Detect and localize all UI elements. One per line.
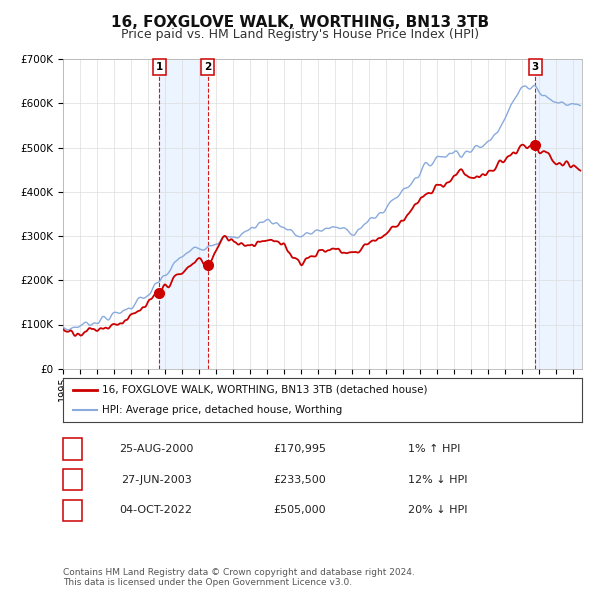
Text: 3: 3 [532, 62, 539, 72]
Text: £233,500: £233,500 [274, 475, 326, 484]
Text: 25-AUG-2000: 25-AUG-2000 [119, 444, 193, 454]
Text: 3: 3 [69, 506, 76, 515]
Text: 27-JUN-2003: 27-JUN-2003 [121, 475, 191, 484]
Bar [535, 59, 582, 369]
Text: Price paid vs. HM Land Registry's House Price Index (HPI): Price paid vs. HM Land Registry's House … [121, 28, 479, 41]
Text: £505,000: £505,000 [274, 506, 326, 515]
Text: 2: 2 [69, 475, 76, 484]
Text: 2: 2 [204, 62, 211, 72]
Text: HPI: Average price, detached house, Worthing: HPI: Average price, detached house, Wort… [102, 405, 342, 415]
Text: £170,995: £170,995 [274, 444, 326, 454]
Text: 1: 1 [69, 444, 76, 454]
Text: 12% ↓ HPI: 12% ↓ HPI [408, 475, 467, 484]
Text: Contains HM Land Registry data © Crown copyright and database right 2024.
This d: Contains HM Land Registry data © Crown c… [63, 568, 415, 587]
Text: 16, FOXGLOVE WALK, WORTHING, BN13 3TB: 16, FOXGLOVE WALK, WORTHING, BN13 3TB [111, 15, 489, 30]
Text: 1: 1 [155, 62, 163, 72]
Text: 1% ↑ HPI: 1% ↑ HPI [408, 444, 460, 454]
Text: 16, FOXGLOVE WALK, WORTHING, BN13 3TB (detached house): 16, FOXGLOVE WALK, WORTHING, BN13 3TB (d… [102, 385, 427, 395]
Text: 04-OCT-2022: 04-OCT-2022 [119, 506, 193, 515]
Text: 20% ↓ HPI: 20% ↓ HPI [408, 506, 467, 515]
Bar [159, 59, 208, 369]
